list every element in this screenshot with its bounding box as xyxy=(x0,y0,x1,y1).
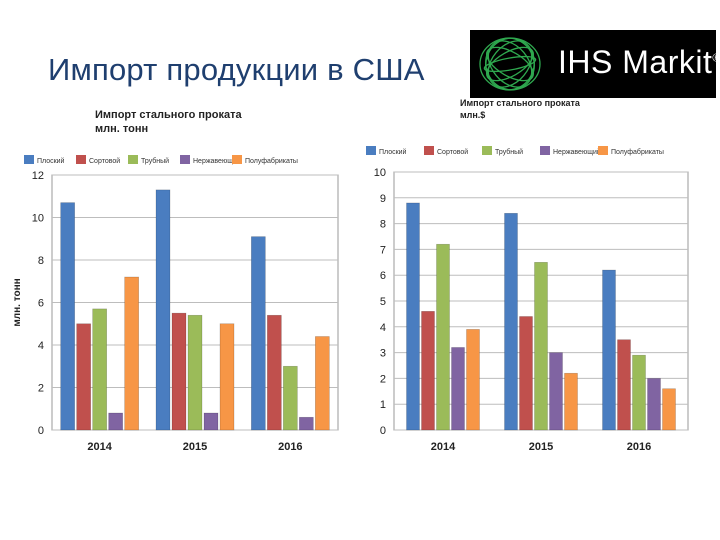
y-axis-label: млн. тонн xyxy=(12,278,23,326)
legend-label: Полуфабрикаты xyxy=(245,157,298,165)
y-tick-label: 2 xyxy=(380,373,386,385)
legend-label: Плоский xyxy=(37,157,65,165)
bar-Нержавеющий-2015 xyxy=(549,352,563,431)
legend-label: Трубный xyxy=(141,157,169,165)
legend-label: Полуфабрикаты xyxy=(611,148,664,156)
y-tick-label: 6 xyxy=(38,298,44,310)
chart-title: Импорт стального проката xyxy=(95,109,242,121)
bar-Трубный-2015 xyxy=(534,261,548,431)
chart-subtitle: млн.$ xyxy=(460,110,485,120)
bar-Сортовой-2014 xyxy=(421,311,435,431)
bar-Плоский-2015 xyxy=(504,212,518,431)
x-tick-label: 2016 xyxy=(627,441,651,453)
y-tick-label: 0 xyxy=(380,425,386,437)
x-tick-label: 2015 xyxy=(529,441,553,453)
y-tick-label: 4 xyxy=(380,322,386,334)
y-tick-label: 3 xyxy=(380,348,386,360)
bar-Нержавеющий-2016 xyxy=(299,416,314,431)
chart-import-tons: Импорт стального проката млн. тонн 0 2 4 6 8 10… xyxy=(12,109,339,453)
chart-subtitle: млн. тонн xyxy=(95,123,148,135)
bar-Плоский-2015 xyxy=(155,189,171,431)
bar-Полуфабрикаты-2016 xyxy=(662,388,676,431)
globe-lines-icon xyxy=(479,37,541,91)
x-tick-label: 2014 xyxy=(87,441,112,453)
bar-Полуфабрикаты-2015 xyxy=(219,323,235,431)
legend-swatch xyxy=(424,146,434,155)
legend-swatch xyxy=(540,146,550,155)
bar-Плоский-2014 xyxy=(406,202,420,431)
legend-swatch xyxy=(24,155,34,164)
legend-label: Нержавеющий xyxy=(553,148,601,156)
legend-label: Сортовой xyxy=(437,148,468,156)
bar-Трубный-2016 xyxy=(632,354,646,431)
bar-Плоский-2016 xyxy=(602,269,616,431)
bar-Трубный-2014 xyxy=(92,308,107,431)
x-tick-label: 2016 xyxy=(278,441,302,453)
legend-label: Сортовой xyxy=(89,157,120,165)
ihs-markit-logo: IHS Markit® xyxy=(470,30,716,98)
bar-Нержавеющий-2015 xyxy=(203,412,219,431)
y-tick-label: 10 xyxy=(374,167,386,179)
bar-Полуфабрикаты-2014 xyxy=(466,329,480,431)
bar-Сортовой-2016 xyxy=(617,339,631,431)
y-tick-label: 10 xyxy=(32,213,44,225)
legend-swatch xyxy=(598,146,608,155)
y-tick-label: 0 xyxy=(38,425,44,437)
legend-swatch xyxy=(482,146,492,155)
bar-Сортовой-2014 xyxy=(76,323,91,431)
bar-Трубный-2016 xyxy=(283,365,298,431)
bar-Плоский-2016 xyxy=(251,236,266,431)
slide-title: Импорт продукции в США xyxy=(48,52,425,87)
bar-Сортовой-2015 xyxy=(519,316,533,431)
chart-import-usd: Импорт стального проката млн.$ 0 1 2 3 4 5 6 7 8 9 1… xyxy=(366,98,689,453)
bar-Полуфабрикаты-2015 xyxy=(564,372,578,431)
bar-Нержавеющий-2016 xyxy=(647,378,661,431)
y-tick-label: 7 xyxy=(380,244,386,256)
bar-Трубный-2015 xyxy=(187,314,203,431)
y-tick-label: 12 xyxy=(32,170,44,182)
x-tick-label: 2014 xyxy=(431,441,456,453)
bar-Полуфабрикаты-2016 xyxy=(315,336,330,431)
legend-swatch xyxy=(232,155,242,164)
legend-label: Плоский xyxy=(379,148,407,156)
legend-label: Трубный xyxy=(495,148,523,156)
y-tick-label: 4 xyxy=(38,340,44,352)
bar-Плоский-2014 xyxy=(60,202,75,431)
bar-Нержавеющий-2014 xyxy=(108,412,123,431)
legend-swatch xyxy=(76,155,86,164)
legend-swatch xyxy=(180,155,190,164)
y-tick-label: 8 xyxy=(38,255,44,267)
y-tick-label: 9 xyxy=(380,193,386,205)
y-tick-label: 1 xyxy=(380,399,386,411)
bar-Сортовой-2015 xyxy=(171,312,187,431)
x-tick-label: 2015 xyxy=(183,441,207,453)
y-tick-label: 8 xyxy=(380,219,386,231)
legend-swatch xyxy=(128,155,138,164)
logo-text: IHS Markit® xyxy=(558,44,716,80)
y-tick-label: 2 xyxy=(38,383,44,395)
y-tick-label: 5 xyxy=(380,296,386,308)
bar-Полуфабрикаты-2014 xyxy=(124,276,139,431)
legend-swatch xyxy=(366,146,376,155)
y-tick-label: 6 xyxy=(380,270,386,282)
bar-Нержавеющий-2014 xyxy=(451,347,465,431)
bar-Сортовой-2016 xyxy=(267,314,282,431)
chart-title: Импорт стального проката xyxy=(460,98,581,108)
legend-label: Нержавеющий xyxy=(193,157,241,165)
bar-Трубный-2014 xyxy=(436,243,450,431)
